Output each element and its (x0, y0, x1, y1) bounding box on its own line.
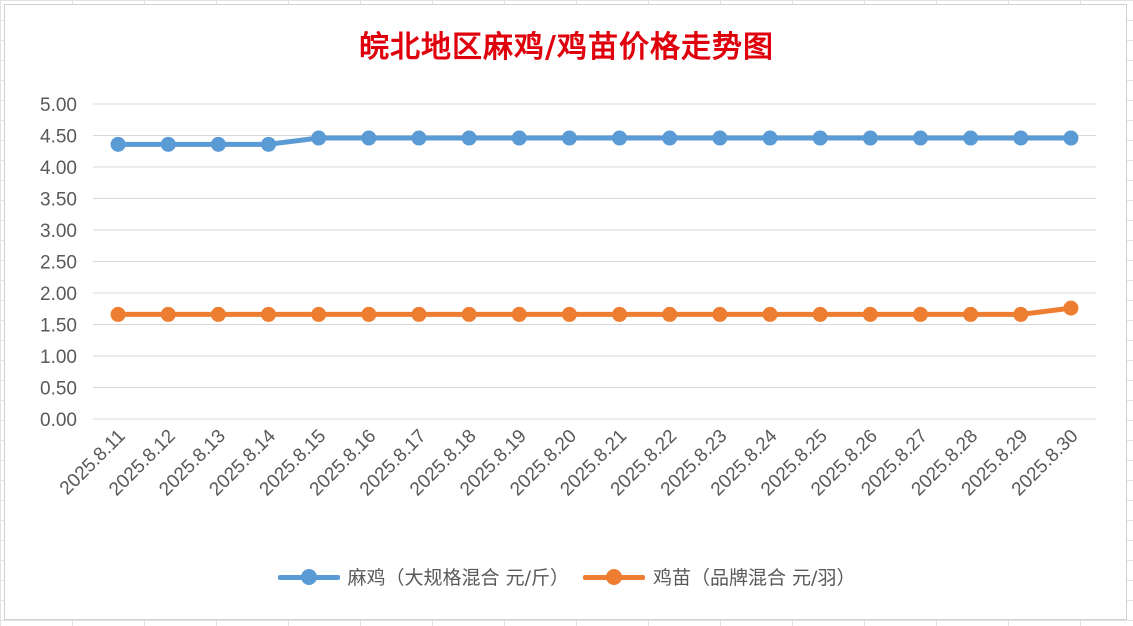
y-tick-label: 3.00 (40, 221, 77, 242)
data-point[interactable] (261, 306, 277, 322)
legend[interactable]: 麻鸡（大规格混合 元/斤） 鸡苗（品牌混合 元/羽） (0, 563, 1133, 590)
data-point[interactable] (160, 306, 176, 322)
data-point[interactable] (1063, 300, 1079, 316)
data-point[interactable] (963, 130, 979, 146)
y-tick-label: 1.00 (40, 347, 77, 368)
series-2 (110, 300, 1079, 322)
data-point[interactable] (311, 306, 327, 322)
data-point[interactable] (762, 306, 778, 322)
data-point[interactable] (511, 306, 527, 322)
gridlines (93, 103, 1096, 420)
data-point[interactable] (561, 130, 577, 146)
data-point[interactable] (862, 306, 878, 322)
series-line (115, 305, 1074, 317)
chart-title: 皖北地区麻鸡/鸡苗价格走势图 (359, 30, 774, 65)
data-point[interactable] (1013, 130, 1029, 146)
y-tick-label: 4.50 (40, 127, 77, 148)
data-point[interactable] (311, 130, 327, 146)
y-tick-label: 2.50 (40, 253, 77, 274)
data-point[interactable] (812, 306, 828, 322)
data-point[interactable] (361, 306, 377, 322)
data-point[interactable] (511, 130, 527, 146)
data-point[interactable] (361, 130, 377, 146)
data-point[interactable] (110, 136, 126, 152)
data-point[interactable] (712, 306, 728, 322)
data-point[interactable] (411, 130, 427, 146)
x-axis-ticks: 2025.8.112025.8.122025.8.132025.8.142025… (56, 425, 1082, 500)
legend-label: 鸡苗（品牌混合 元/羽） (653, 567, 856, 589)
legend-marker-icon (277, 567, 340, 587)
legend-item-series-1[interactable]: 麻鸡（大规格混合 元/斤） (277, 563, 569, 590)
data-point[interactable] (912, 306, 928, 322)
data-point[interactable] (210, 306, 226, 322)
data-point[interactable] (1063, 130, 1079, 146)
y-tick-label: 5.00 (40, 95, 77, 116)
data-point[interactable] (411, 306, 427, 322)
y-tick-label: 1.50 (40, 316, 77, 337)
data-point[interactable] (712, 130, 728, 146)
series-line (115, 135, 1074, 147)
data-point[interactable] (612, 130, 628, 146)
y-tick-label: 2.00 (40, 284, 77, 305)
y-tick-label: 4.00 (40, 158, 77, 179)
y-tick-label: 0.00 (40, 410, 77, 431)
y-tick-label: 0.50 (40, 379, 77, 400)
data-point[interactable] (561, 306, 577, 322)
series-layer (110, 130, 1079, 322)
data-point[interactable] (762, 130, 778, 146)
data-point[interactable] (261, 136, 277, 152)
data-point[interactable] (812, 130, 828, 146)
data-point[interactable] (210, 136, 226, 152)
data-point[interactable] (461, 306, 477, 322)
legend-item-series-2[interactable]: 鸡苗（品牌混合 元/羽） (583, 563, 855, 590)
data-point[interactable] (160, 136, 176, 152)
data-point[interactable] (912, 130, 928, 146)
data-point[interactable] (662, 130, 678, 146)
legend-label: 麻鸡（大规格混合 元/斤） (347, 567, 569, 589)
series-1 (110, 130, 1079, 152)
data-point[interactable] (612, 306, 628, 322)
data-point[interactable] (110, 306, 126, 322)
legend-marker-icon (583, 567, 645, 587)
y-axis-ticks: 0.00 0.50 1.00 1.50 2.00 2.50 3.00 3.50 4.00 4.50… (40, 95, 77, 431)
data-point[interactable] (862, 130, 878, 146)
data-point[interactable] (963, 306, 979, 322)
data-point[interactable] (662, 306, 678, 322)
data-point[interactable] (1013, 306, 1029, 322)
data-point[interactable] (461, 130, 477, 146)
y-tick-label: 3.50 (40, 190, 77, 211)
